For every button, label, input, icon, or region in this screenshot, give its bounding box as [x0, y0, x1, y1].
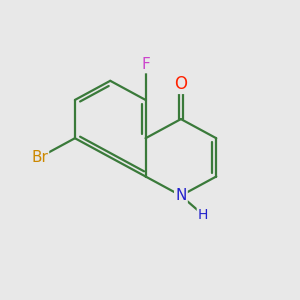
Text: O: O: [174, 75, 188, 93]
Text: F: F: [141, 57, 150, 72]
Text: N: N: [175, 188, 187, 203]
Text: Br: Br: [31, 150, 48, 165]
Text: H: H: [198, 208, 208, 222]
